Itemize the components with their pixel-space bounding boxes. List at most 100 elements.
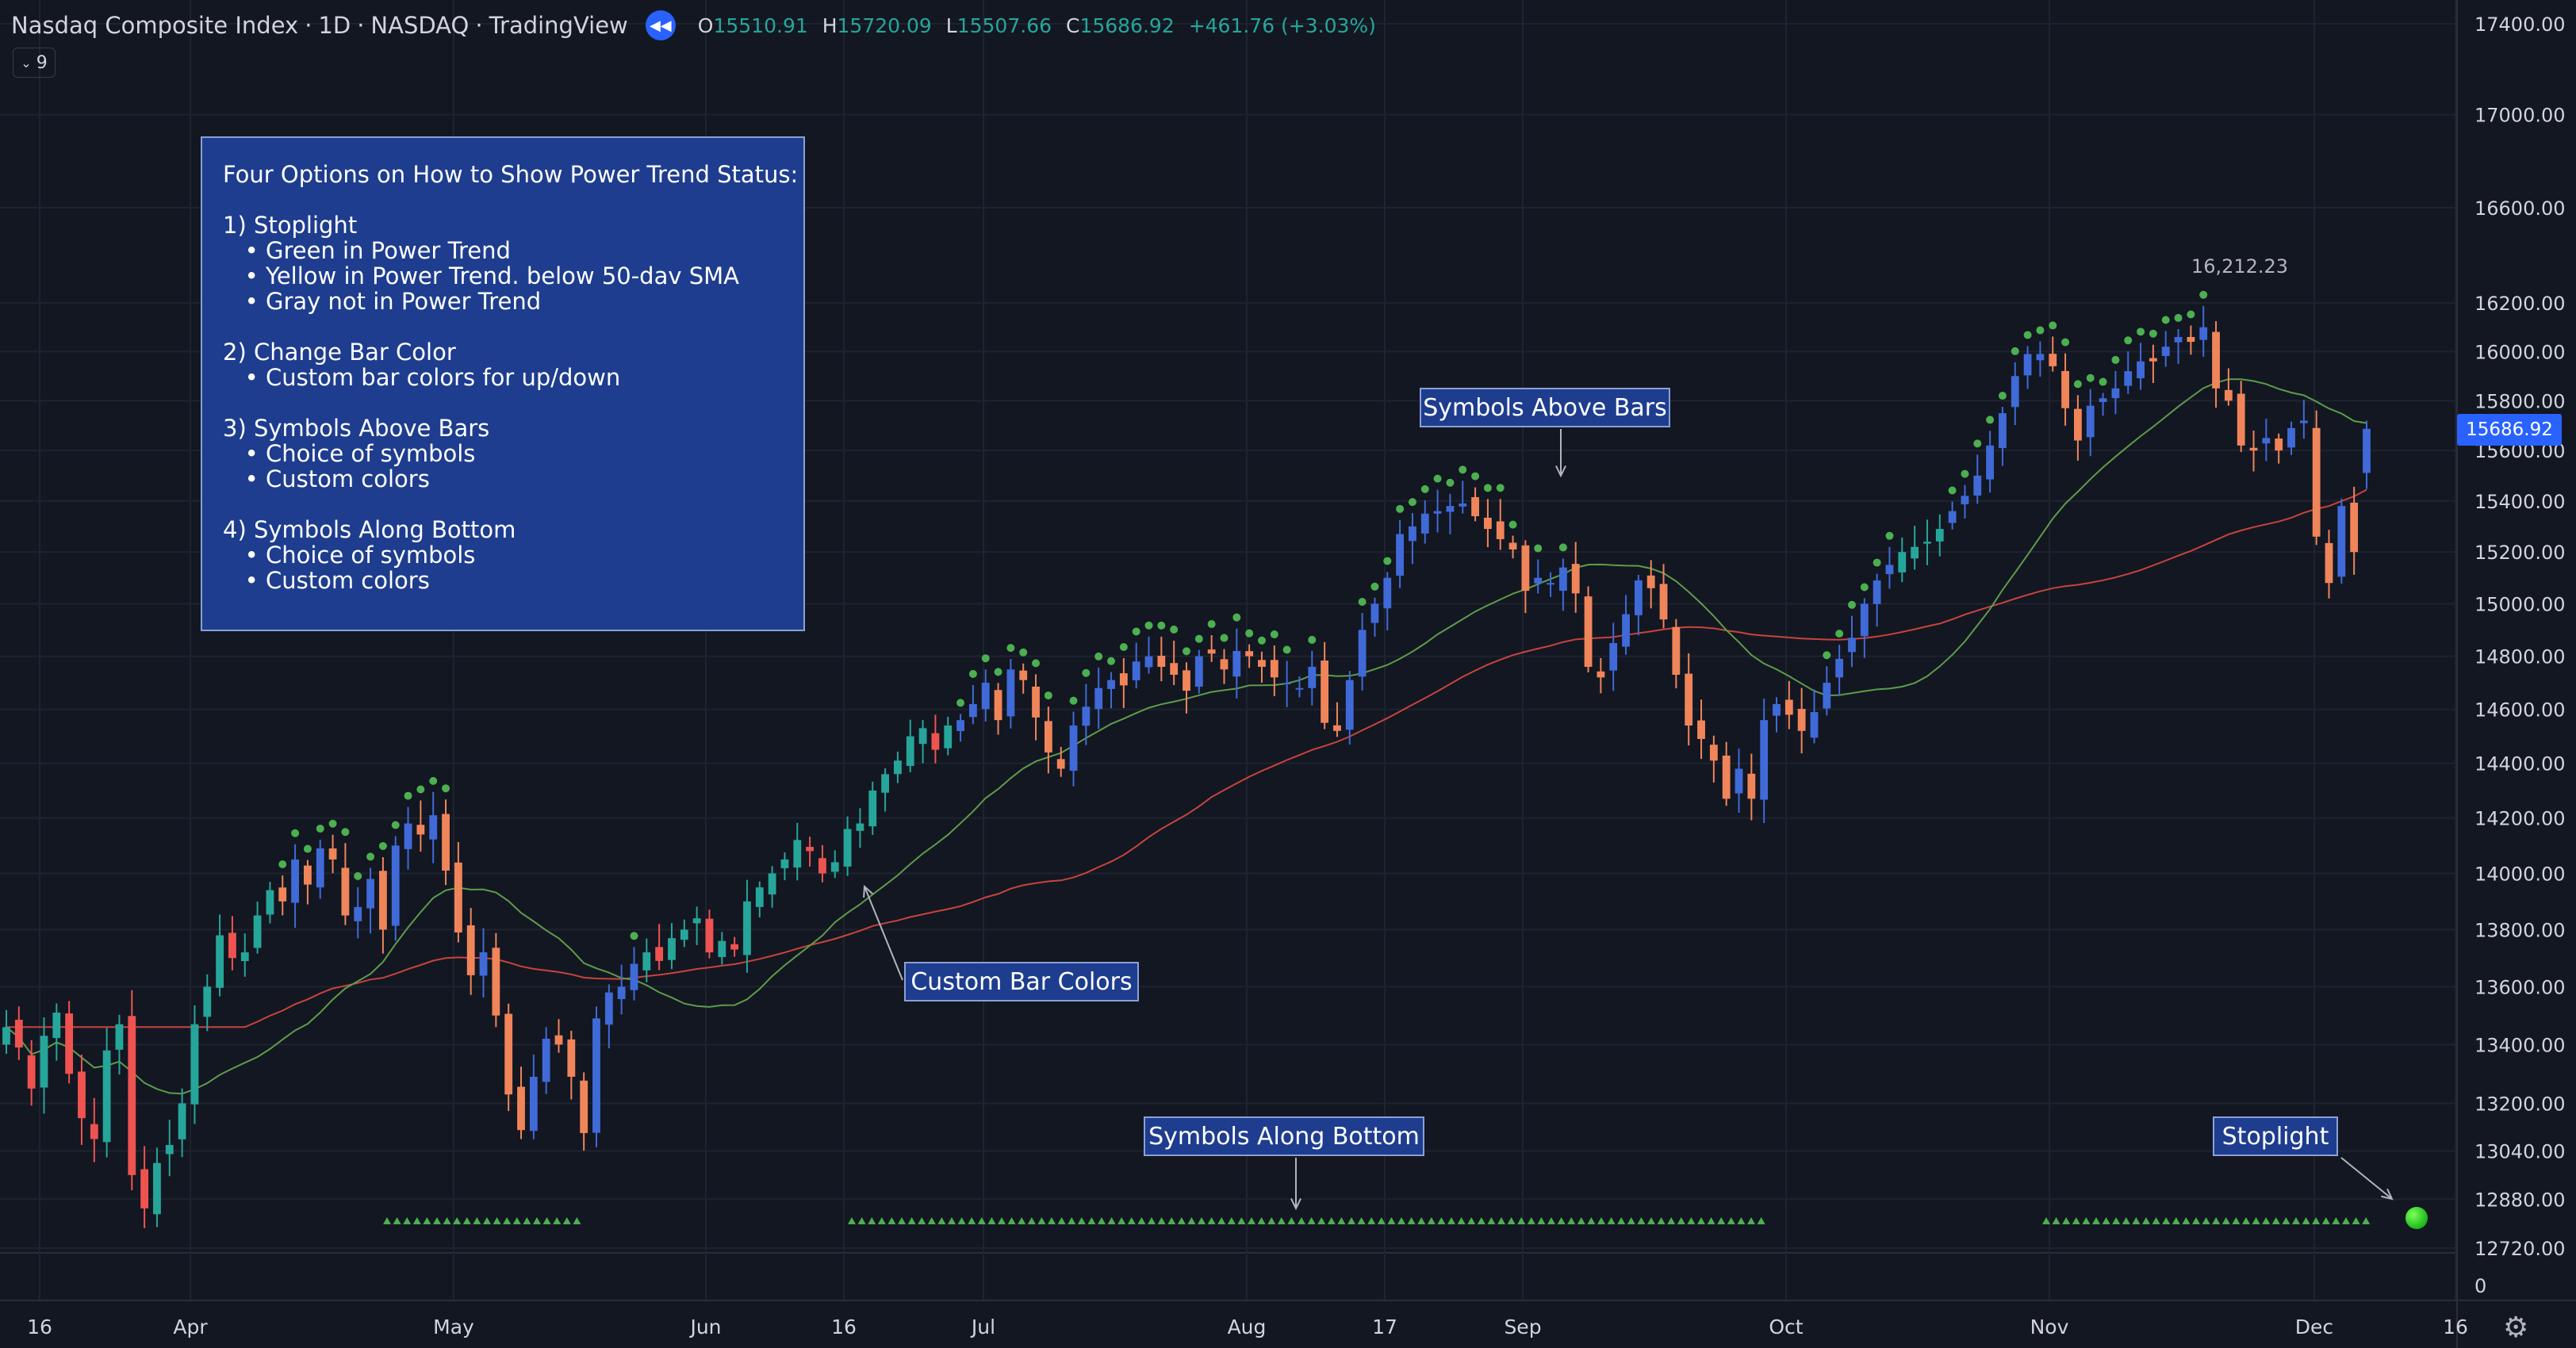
candle-body bbox=[1194, 656, 1203, 687]
symbol-above-bar bbox=[2111, 355, 2120, 364]
symbol-along-bottom bbox=[1737, 1217, 1746, 1224]
symbol-above-bar bbox=[1019, 648, 1028, 657]
candle-body bbox=[1760, 720, 1769, 800]
symbol-along-bottom bbox=[1717, 1217, 1726, 1224]
candle-body bbox=[1534, 577, 1543, 584]
candle-body bbox=[2, 1027, 10, 1045]
candle-body bbox=[429, 815, 438, 840]
symbol-above-bar bbox=[291, 829, 300, 837]
candle-body bbox=[2299, 420, 2308, 423]
candle-body bbox=[968, 703, 977, 718]
symbol-along-bottom bbox=[1057, 1217, 1066, 1224]
symbol-along-bottom bbox=[1298, 1217, 1305, 1224]
arrow-above-bars-head bbox=[1555, 465, 1566, 478]
candle-body bbox=[228, 932, 236, 959]
symbol-above-bar bbox=[1183, 647, 1190, 656]
symbol-along-bottom bbox=[937, 1217, 946, 1224]
symbols-above-bars bbox=[278, 290, 2208, 940]
candle-body bbox=[1521, 545, 1530, 592]
sma-50-line bbox=[6, 488, 2367, 1028]
symbol-above-bar bbox=[1860, 583, 1869, 592]
symbol-along-bottom bbox=[927, 1217, 936, 1224]
close-label: C bbox=[1065, 13, 1080, 37]
symbol-along-bottom bbox=[1447, 1217, 1455, 1224]
symbol-along-bottom bbox=[423, 1217, 431, 1224]
change-value: +461.76 (+3.03%) bbox=[1188, 13, 1376, 37]
info-line: • Custom colors bbox=[223, 465, 430, 492]
candle-body bbox=[881, 774, 889, 793]
candle-body bbox=[2061, 370, 2069, 408]
exchange: NASDAQ bbox=[370, 12, 470, 39]
candle-body bbox=[1170, 663, 1179, 675]
low-value: 15507.66 bbox=[956, 13, 1052, 37]
candle-body bbox=[944, 725, 953, 749]
symbol-along-bottom bbox=[1317, 1217, 1326, 1224]
gear-icon[interactable]: ⚙ bbox=[2503, 1312, 2529, 1344]
candle-body bbox=[592, 1018, 600, 1133]
replay-icon[interactable]: ◀◀ bbox=[645, 10, 676, 40]
open-label: O bbox=[697, 13, 714, 37]
candle-body bbox=[1183, 670, 1190, 691]
interval[interactable]: 1D bbox=[318, 12, 351, 39]
candle-body bbox=[1923, 542, 1931, 544]
candle-body bbox=[1396, 534, 1405, 576]
candle-body bbox=[567, 1039, 576, 1077]
y-tick-label: 15200.00 bbox=[2474, 542, 2566, 564]
y-tick-label: 17000.00 bbox=[2474, 105, 2566, 127]
chevron-down-icon: ⌄ bbox=[21, 55, 32, 71]
arrow-along-bottom-head bbox=[1290, 1197, 1301, 1211]
symbol-above-bar bbox=[2049, 321, 2057, 330]
symbol-along-bottom bbox=[1637, 1217, 1646, 1224]
candle-body bbox=[1911, 546, 1919, 559]
candle-body bbox=[580, 1080, 588, 1133]
candle-body bbox=[391, 845, 400, 926]
symbol-above-bar bbox=[366, 852, 375, 861]
symbol-above-bar bbox=[1370, 582, 1379, 591]
info-line bbox=[223, 187, 803, 213]
candle-body bbox=[1420, 513, 1429, 534]
symbol-above-bar bbox=[1986, 416, 1995, 424]
candle-body bbox=[1571, 564, 1580, 594]
y-tick-label: 14800.00 bbox=[2474, 646, 2566, 668]
candle-body bbox=[2337, 506, 2346, 577]
symbol-along-bottom bbox=[2232, 1217, 2241, 1224]
x-tick-label: Apr bbox=[173, 1315, 208, 1338]
candle-body bbox=[404, 823, 412, 849]
symbol-along-bottom bbox=[512, 1217, 521, 1224]
symbol-along-bottom bbox=[412, 1217, 421, 1224]
candle-body bbox=[416, 825, 425, 835]
symbol-above-bar bbox=[354, 871, 362, 880]
indicators-toggle-button[interactable]: ⌄ 9 bbox=[13, 48, 56, 78]
symbol-above-bar bbox=[994, 668, 1002, 676]
arrow-custom-colors bbox=[864, 886, 903, 981]
candle-body bbox=[165, 1144, 174, 1155]
candle-body bbox=[1773, 703, 1781, 716]
symbol-along-bottom bbox=[1417, 1217, 1426, 1224]
candle-body bbox=[1672, 626, 1681, 675]
candle-body bbox=[253, 915, 262, 948]
symbol-above-bar bbox=[2124, 336, 2133, 345]
symbol-along-bottom bbox=[877, 1217, 886, 1224]
candle-body bbox=[366, 879, 374, 909]
candle-body bbox=[981, 683, 990, 710]
symbol-along-bottom bbox=[1068, 1217, 1076, 1224]
candle-body bbox=[1345, 680, 1354, 730]
symbol-name[interactable]: Nasdaq Composite Index bbox=[11, 12, 299, 39]
peak-label: 16,212.23 bbox=[2191, 255, 2288, 278]
symbol-above-bar bbox=[1471, 472, 1480, 481]
symbol-along-bottom bbox=[977, 1217, 986, 1224]
y-tick-label: 15000.00 bbox=[2474, 593, 2566, 615]
candle-body bbox=[554, 1035, 563, 1045]
symbol-along-bottom bbox=[542, 1217, 551, 1224]
candle-body bbox=[1999, 413, 2007, 449]
symbol-along-bottom bbox=[1517, 1217, 1526, 1224]
candle-body bbox=[1685, 673, 1693, 726]
candle-body bbox=[956, 720, 964, 731]
symbol-above-bar bbox=[1961, 469, 1969, 478]
symbol-along-bottom bbox=[898, 1217, 906, 1224]
symbol-along-bottom bbox=[1387, 1217, 1396, 1224]
symbols-along-bottom bbox=[383, 1217, 2371, 1224]
candle-body bbox=[680, 929, 688, 940]
